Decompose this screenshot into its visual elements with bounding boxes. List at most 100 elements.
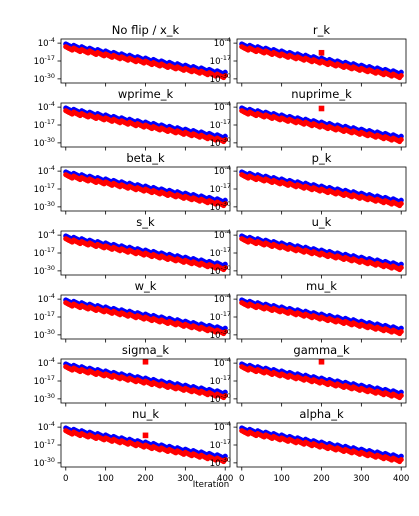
series-red [239,364,404,401]
y-tick-base: 10 [210,395,221,405]
outlier-marker [142,432,149,439]
y-tick-label: 10-30 [34,200,55,213]
series-red [239,172,404,209]
y-tick-base: 10 [214,167,225,177]
subplot-title: nu_k [132,407,159,421]
y-tick-base: 10 [210,459,221,469]
data-points [63,41,228,81]
y-tick-label: 10-17 [34,246,55,259]
y-tick-exponent: -17 [45,438,55,446]
series-red [239,236,404,273]
x-tick-label: 300 [353,474,369,484]
y-tick-label: 10-4 [38,36,55,49]
y-tick-exponent: -17 [221,182,231,190]
data-point [398,456,404,463]
subplot-grid: No flip / x_k10-410-1710-30r_k10-410-171… [34,23,410,484]
y-tick-label: 10-4 [214,292,231,305]
y-tick-base: 10 [34,249,45,259]
subplot-title: nuprime_k [291,87,352,101]
data-points [239,233,404,273]
series-red [63,44,228,81]
subplot-title: sigma_k [122,343,169,357]
y-tick-label: 10-30 [210,264,231,277]
data-point [222,72,228,79]
x-tick-label: 200 [137,474,153,484]
y-tick-label: 10-30 [210,456,231,469]
y-tick-base: 10 [214,103,225,113]
x-tick-label: 300 [177,474,193,484]
y-tick-label: 10-17 [210,374,231,387]
y-tick-base: 10 [214,295,225,305]
y-tick-base: 10 [214,423,225,433]
subplot-title: r_k [313,23,330,37]
data-point [222,200,228,207]
y-tick-label: 10-30 [210,328,231,341]
subplot-title: beta_k [126,151,165,165]
y-tick-exponent: -17 [221,54,231,62]
y-tick-exponent: -30 [45,264,55,272]
y-tick-exponent: -4 [49,100,55,108]
data-points [63,425,228,465]
y-tick-exponent: -4 [225,356,231,364]
y-tick-label: 10-17 [210,310,231,323]
y-tick-label: 10-4 [214,420,231,433]
data-point [398,328,404,335]
y-tick-base: 10 [38,231,49,241]
y-tick-exponent: -4 [225,100,231,108]
y-tick-base: 10 [210,57,221,67]
subplot-title: wprime_k [118,87,174,101]
y-tick-base: 10 [210,203,221,213]
y-tick-base: 10 [210,185,221,195]
y-tick-label: 10-30 [210,72,231,85]
y-tick-label: 10-17 [34,310,55,323]
x-tick-label: 400 [217,474,233,484]
data-point [398,392,404,399]
y-tick-exponent: -17 [45,246,55,254]
data-points [239,41,404,81]
data-points [239,361,404,401]
y-tick-label: 10-4 [214,36,231,49]
y-tick-base: 10 [210,267,221,277]
y-tick-base: 10 [214,359,225,369]
data-points [239,105,404,145]
y-tick-label: 10-4 [38,356,55,369]
x-axis-label: Iteration [193,480,229,490]
data-points [239,425,404,465]
y-tick-base: 10 [34,441,45,451]
series-red [63,236,228,273]
data-point [222,392,228,399]
data-points [63,169,228,209]
y-tick-label: 10-30 [34,328,55,341]
y-tick-base: 10 [38,39,49,49]
series-red [239,300,404,337]
y-tick-base: 10 [34,395,45,405]
y-tick-label: 10-4 [38,228,55,241]
x-tick-label: 200 [313,474,329,484]
y-tick-base: 10 [210,331,221,341]
y-tick-base: 10 [210,139,221,149]
y-tick-label: 10-30 [210,136,231,149]
series-red [63,108,228,145]
y-tick-base: 10 [34,459,45,469]
data-point [398,136,404,143]
data-point [222,456,228,463]
y-tick-exponent: -30 [221,392,231,400]
y-tick-exponent: -17 [45,310,55,318]
y-tick-exponent: -4 [49,164,55,172]
y-tick-exponent: -17 [221,310,231,318]
subplot-title: gamma_k [293,343,350,357]
y-tick-label: 10-17 [34,54,55,67]
data-points [63,233,228,273]
y-tick-exponent: -17 [221,118,231,126]
y-tick-base: 10 [38,167,49,177]
y-tick-label: 10-17 [210,438,231,451]
y-tick-base: 10 [210,377,221,387]
